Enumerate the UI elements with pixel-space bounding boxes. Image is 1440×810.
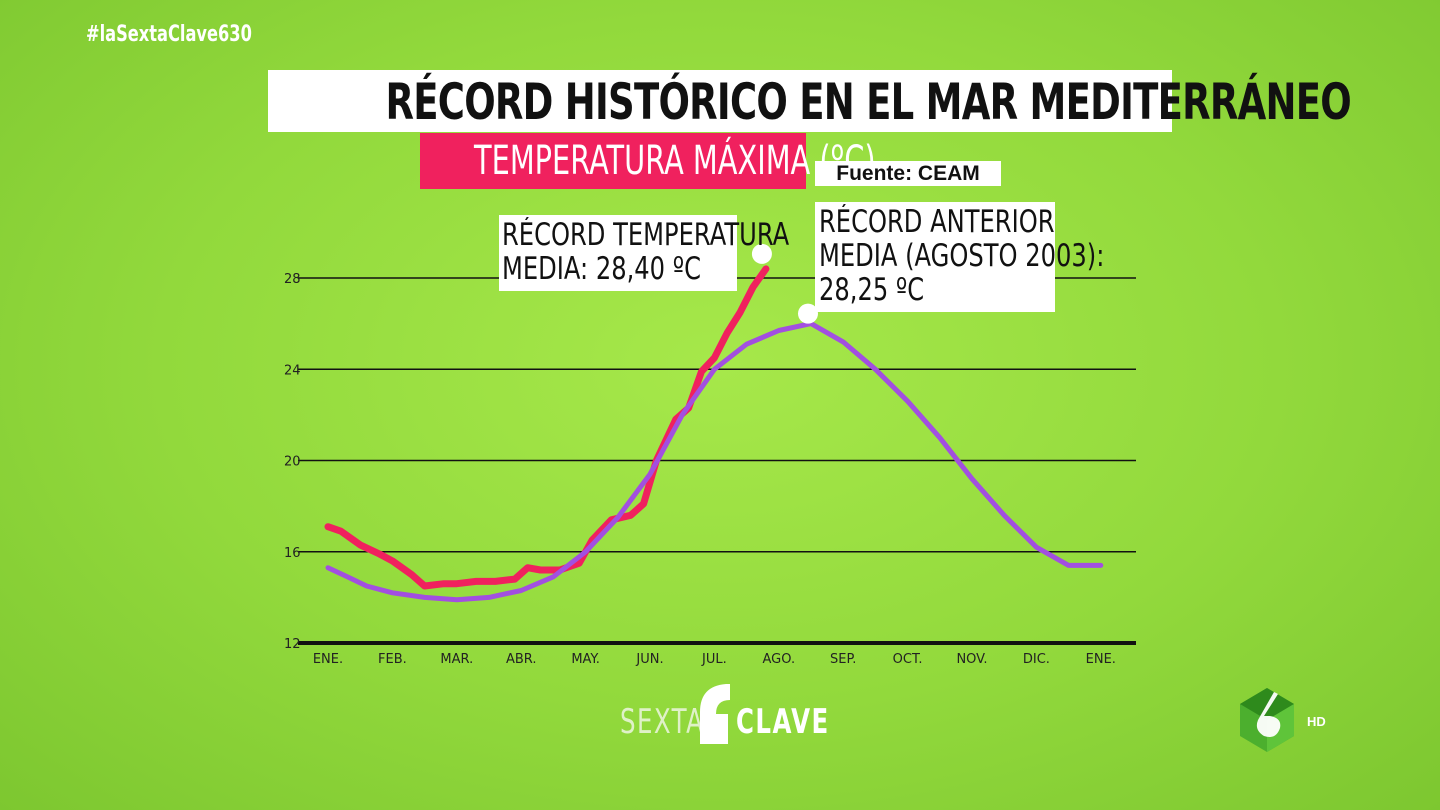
previous-annotation-line: MEDIA (AGOSTO 2003): (819, 238, 1105, 274)
y-tick-label: 28 (284, 272, 301, 287)
y-tick-label: 16 (284, 546, 301, 561)
x-tick-label: ENE. (1086, 652, 1116, 667)
x-tick-label: ABR. (506, 652, 537, 667)
x-tick-label: JUN. (635, 652, 663, 667)
x-tick-label: SEP. (830, 652, 856, 667)
x-tick-label: AGO. (763, 652, 796, 667)
previous-annotation-line: 28,25 ºC (819, 272, 925, 308)
y-tick-label: 20 (284, 455, 301, 470)
source-banner: Fuente: CEAM (815, 161, 1001, 186)
x-tick-label: NOV. (956, 652, 987, 667)
y-tick-label: 24 (284, 363, 301, 378)
program-logo: SEXTA CLAVE (620, 680, 830, 746)
hashtag: #laSextaClave630 (86, 22, 252, 47)
hd-badge: HD (1307, 714, 1326, 729)
channel-six-logo-icon (1240, 688, 1294, 752)
x-tick-label: FEB. (378, 652, 407, 667)
x-tick-label: MAY. (571, 652, 600, 667)
x-tick-label: JUL. (701, 652, 727, 667)
y-tick-label: 12 (284, 637, 301, 652)
record-annotation-line: RÉCORD TEMPERATURA (502, 217, 790, 253)
x-tick-label: MAR. (440, 652, 473, 667)
record-annotation: RÉCORD TEMPERATURA MEDIA: 28,40 ºC (499, 215, 790, 291)
previous-record-marker (798, 303, 818, 324)
record-series-line (324, 265, 770, 590)
source-label: Fuente: CEAM (836, 162, 980, 185)
record-marker (751, 243, 772, 264)
record-annotation-line: MEDIA: 28,40 ºC (502, 251, 702, 287)
previous-series-line (325, 321, 1104, 603)
x-tick-label: OCT. (893, 652, 923, 667)
logo-sexta-text: SEXTA (620, 702, 705, 742)
logo-mark-icon (700, 684, 730, 744)
x-tick-label: ENE. (313, 652, 343, 667)
logo-clave-text: CLAVE (736, 702, 830, 742)
x-tick-label: DIC. (1023, 652, 1050, 667)
previous-record-annotation: RÉCORD ANTERIOR MEDIA (AGOSTO 2003): 28,… (815, 202, 1105, 312)
previous-annotation-line: RÉCORD ANTERIOR (819, 204, 1055, 240)
